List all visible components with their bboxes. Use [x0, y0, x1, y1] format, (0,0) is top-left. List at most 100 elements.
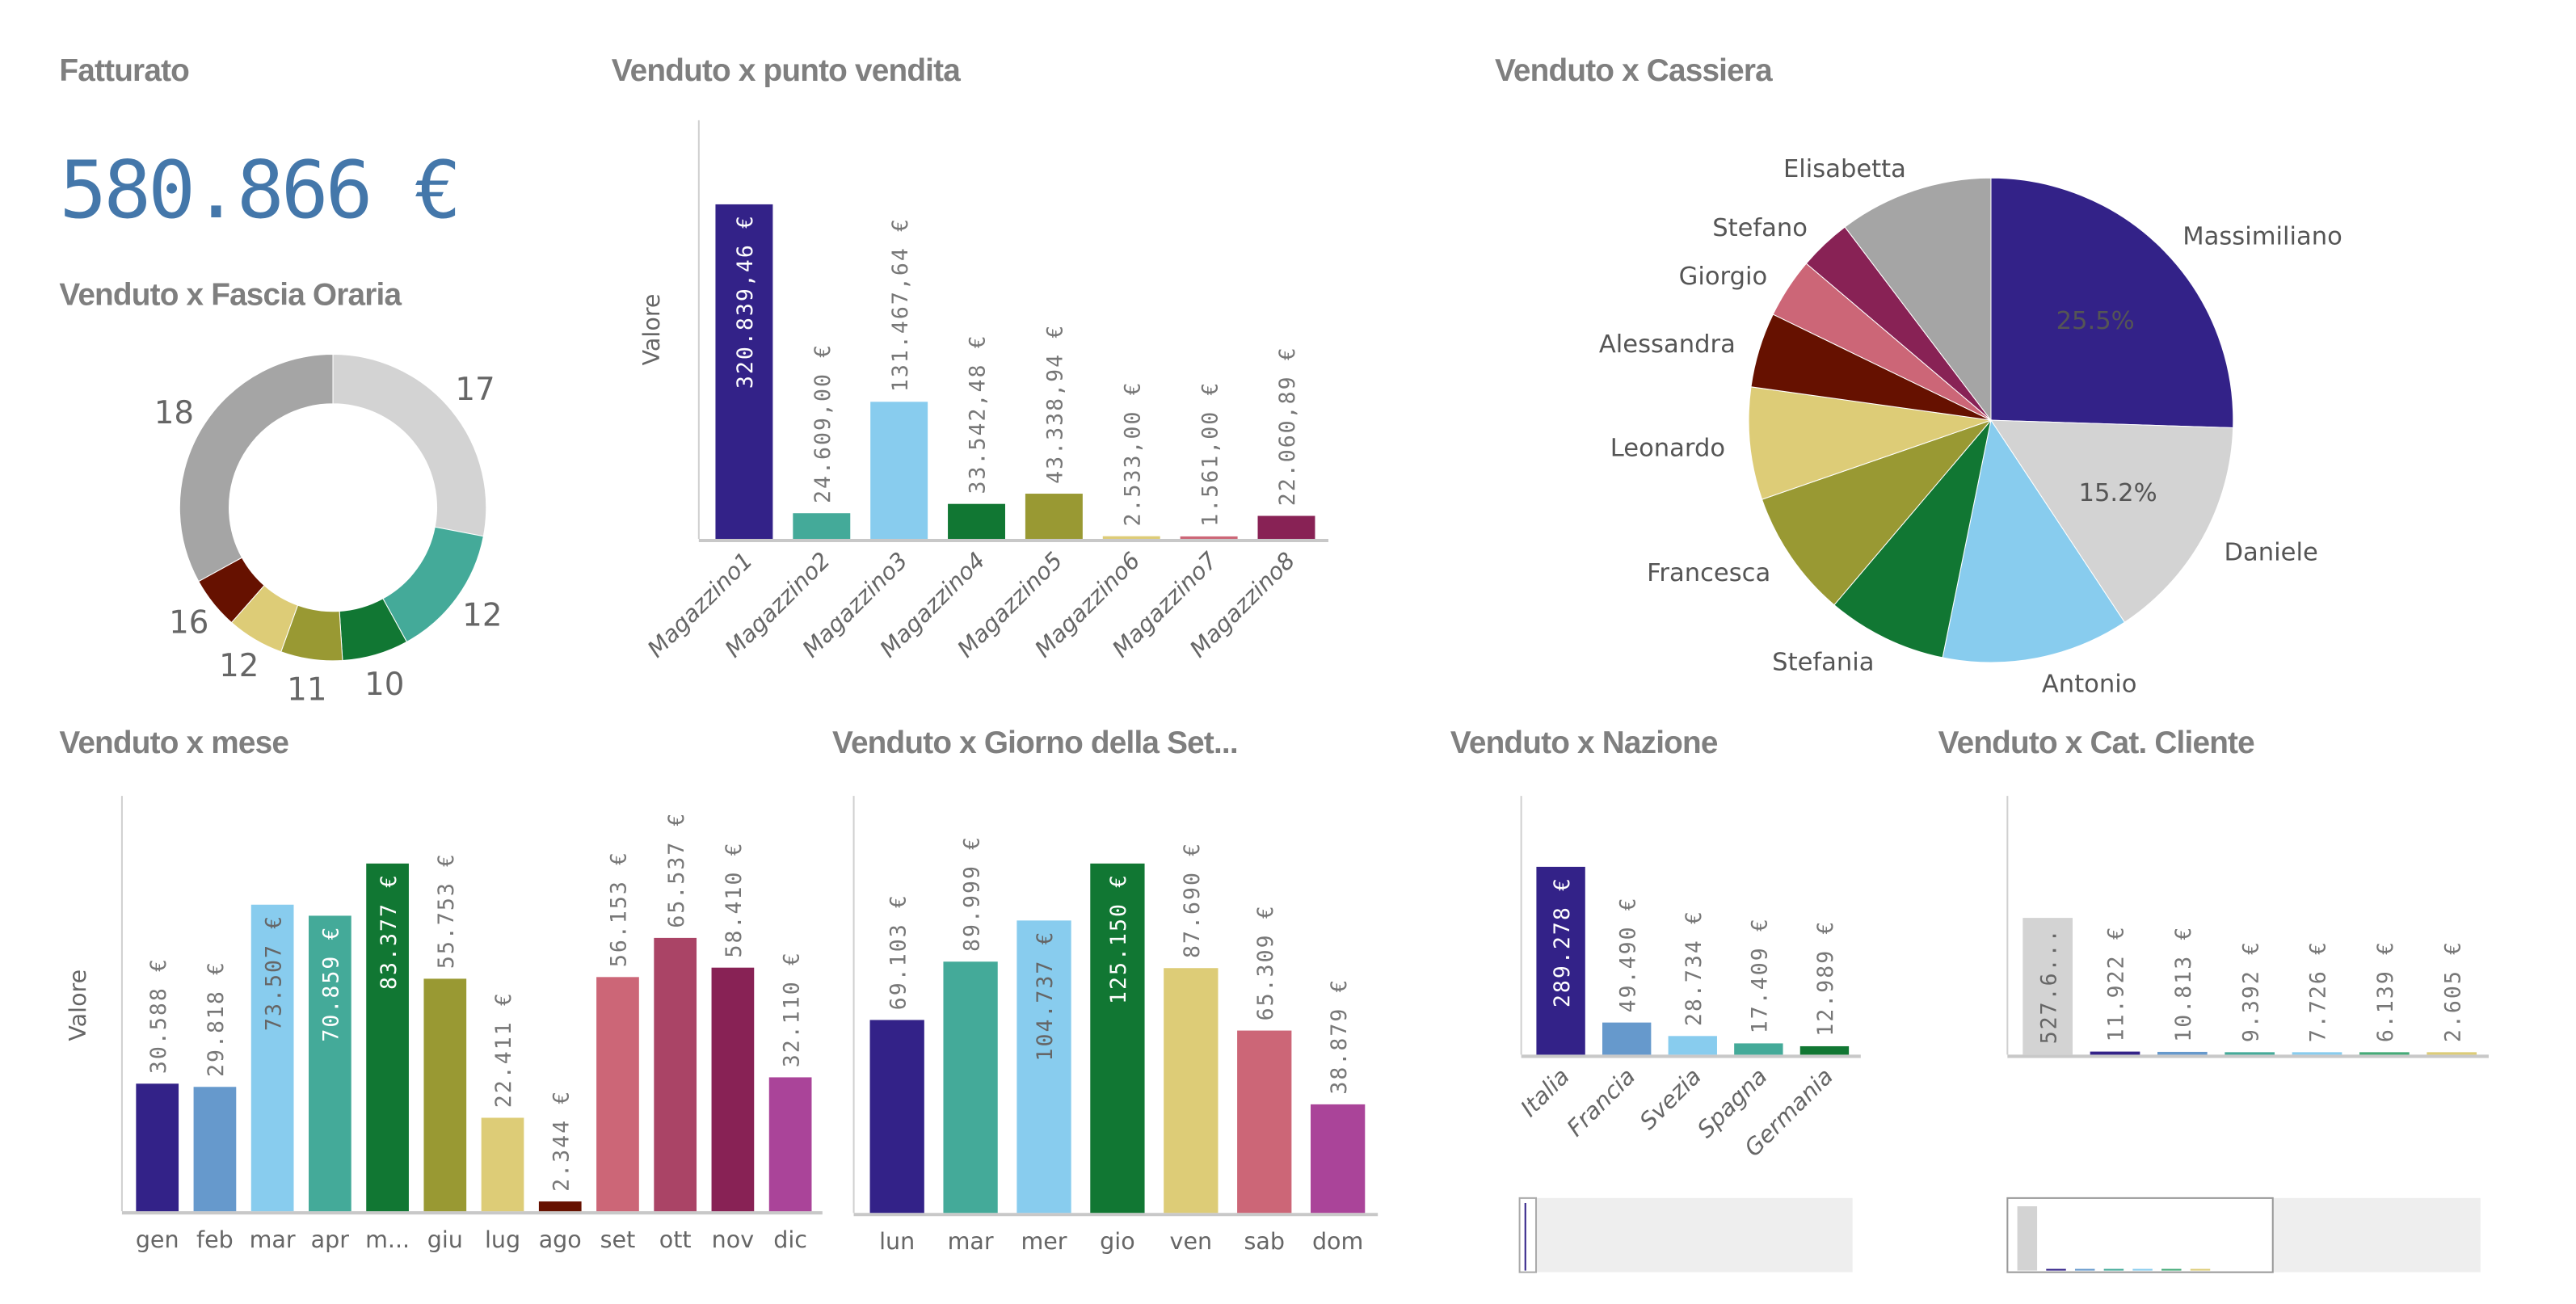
punto-bar[interactable] [793, 513, 851, 539]
cassiera-slice[interactable] [1990, 177, 2234, 429]
punto-data-label: 33.542,48 € [966, 334, 991, 494]
mese-category-label: giu [427, 1226, 463, 1253]
giorno-data-label: 65.309 € [1253, 904, 1278, 1020]
donut-slice-label: 16 [169, 604, 208, 641]
cliente-minimap-bar [2046, 1268, 2066, 1271]
donut-slice[interactable] [332, 354, 487, 537]
punto-bar[interactable] [870, 402, 928, 539]
punto-bar[interactable] [948, 503, 1005, 539]
cliente-data-label: 9.392 € [2238, 940, 2263, 1042]
cliente-data-label: 11.922 € [2104, 925, 2129, 1041]
mese-bar[interactable] [654, 937, 697, 1212]
mese-data-label: 83.377 € [377, 873, 402, 990]
cassiera-slice[interactable] [1748, 386, 1992, 500]
donut-slice-label: 12 [219, 648, 259, 684]
mese-category-label: m... [365, 1226, 410, 1253]
mese-bar[interactable] [596, 977, 639, 1212]
nazione-data-label: 17.409 € [1748, 917, 1773, 1033]
giorno-bar[interactable] [943, 961, 998, 1214]
punto-bar[interactable] [1180, 536, 1238, 539]
mese-data-label: 55.753 € [434, 852, 459, 969]
punto-data-label: 320.839,46 € [733, 214, 758, 389]
cliente-bar[interactable] [2157, 1051, 2208, 1055]
giorno-title: Venduto x Giorno della Set... [832, 726, 1239, 762]
punto-data-label: 131.467,64 € [888, 217, 913, 392]
mese-data-label: 56.153 € [607, 851, 632, 967]
cliente-bar[interactable] [2090, 1051, 2140, 1055]
mese-bar[interactable] [250, 904, 294, 1212]
nazione-scroll-thumb[interactable] [1518, 1197, 1538, 1273]
cassiera-slice[interactable] [1761, 419, 1993, 606]
mese-category-label: gen [136, 1226, 179, 1253]
giorno-bar[interactable] [1311, 1104, 1366, 1214]
punto-bar[interactable] [715, 204, 773, 539]
cliente-bar[interactable] [2359, 1052, 2410, 1055]
punto-bar[interactable] [1257, 515, 1315, 539]
cliente-data-label: 527.6... [2036, 928, 2061, 1044]
giorno-bar[interactable] [1017, 920, 1071, 1214]
mese-bar[interactable] [423, 978, 467, 1212]
cliente-data-label: 6.139 € [2373, 940, 2398, 1042]
giorno-bar[interactable] [1164, 968, 1219, 1214]
nazione-scrollbar[interactable] [1519, 1197, 1853, 1272]
punto-bar[interactable] [1102, 536, 1160, 539]
giorno-bar[interactable] [869, 1020, 924, 1214]
punto-data-label: 22.060,89 € [1275, 346, 1300, 506]
nazione-data-label: 12.989 € [1813, 920, 1838, 1037]
cassiera-slice[interactable] [1833, 419, 1992, 658]
cassiera-slice[interactable] [1844, 177, 1992, 422]
giorno-category-label: gio [1100, 1227, 1135, 1255]
mese-data-label: 22.411 € [491, 991, 516, 1108]
giorno-data-label: 38.879 € [1327, 978, 1352, 1095]
cassiera-slice-label: Leonardo [1610, 434, 1725, 462]
cliente-data-label: 10.813 € [2171, 926, 2196, 1042]
mese-bar[interactable] [366, 863, 409, 1212]
cassiera-slice[interactable] [1942, 419, 2126, 663]
donut-slice[interactable] [179, 354, 334, 583]
cassiera-slice[interactable] [1989, 419, 2234, 623]
cliente-minimap-bar [2103, 1268, 2124, 1271]
mese-data-label: 30.588 € [146, 957, 171, 1074]
nazione-bar[interactable] [1799, 1045, 1850, 1055]
nazione-category-label: Francia [1561, 1062, 1640, 1142]
cliente-bar[interactable] [2022, 918, 2073, 1055]
mese-bar[interactable] [481, 1117, 524, 1212]
mese-bar[interactable] [136, 1083, 179, 1212]
cliente-data-label: 2.605 € [2440, 940, 2465, 1042]
nazione-bar[interactable] [1668, 1036, 1717, 1055]
cassiera-title: Venduto x Cassiera [1495, 54, 1773, 90]
nazione-data-label: 49.490 € [1615, 896, 1640, 1012]
giorno-data-label: 69.103 € [886, 894, 911, 1010]
mese-bar[interactable] [768, 1077, 812, 1212]
punto-y-axis-label: Valore [638, 294, 665, 366]
cliente-scroll-thumb[interactable] [2006, 1197, 2274, 1273]
punto-data-label: 43.338,94 € [1043, 324, 1068, 484]
giorno-bar[interactable] [1237, 1030, 1292, 1214]
cliente-minimap-bar [2132, 1268, 2153, 1271]
mese-bar[interactable] [711, 967, 755, 1212]
nazione-bar[interactable] [1602, 1022, 1652, 1055]
kpi-title: Fatturato [59, 54, 190, 90]
punto-bar[interactable] [1025, 494, 1083, 539]
cliente-data-label: 7.726 € [2306, 940, 2331, 1042]
nazione-bar[interactable] [1734, 1043, 1783, 1055]
cliente-bar[interactable] [2427, 1052, 2477, 1055]
cliente-bar[interactable] [2225, 1052, 2275, 1055]
mese-bar[interactable] [193, 1087, 237, 1212]
mese-category-label: ago [539, 1226, 582, 1253]
mese-category-label: nov [712, 1226, 755, 1253]
cliente-bar[interactable] [2292, 1052, 2342, 1055]
mese-category-label: apr [311, 1226, 350, 1253]
mese-bar[interactable] [309, 915, 351, 1212]
mese-data-label: 32.110 € [779, 951, 804, 1067]
giorno-category-label: mer [1021, 1227, 1067, 1255]
nazione-bar[interactable] [1536, 866, 1585, 1055]
punto-title: Venduto x punto vendita [611, 54, 961, 90]
mese-bar[interactable] [538, 1201, 582, 1212]
nazione-minimap-bar [1524, 1202, 1526, 1271]
mese-title: Venduto x mese [59, 726, 289, 762]
cassiera-slice-label: Francesca [1647, 559, 1770, 587]
mese-data-label: 70.859 € [319, 926, 344, 1042]
mese-data-label: 58.410 € [722, 841, 747, 957]
giorno-bar[interactable] [1090, 863, 1145, 1214]
